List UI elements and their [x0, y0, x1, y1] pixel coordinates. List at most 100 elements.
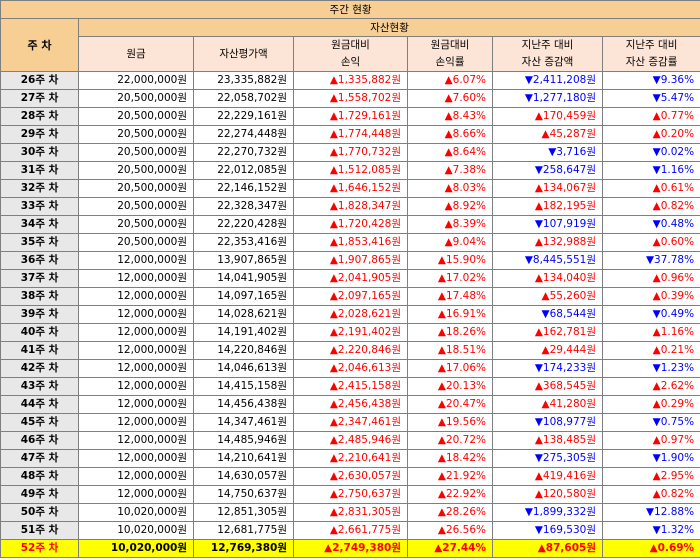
principal-cell: 20,500,000원 [78, 197, 194, 216]
principal-cell: 10,020,000원 [78, 539, 194, 558]
table-row: 49주 차 12,000,000원 14,750,637원 ▲2,750,637원 ▲2… [0, 485, 700, 504]
profit-loss-header: 원금대비 손익 [293, 36, 408, 72]
profit-rate-cell: ▲18.51% [407, 341, 493, 360]
principal-cell: 12,000,000원 [78, 251, 194, 270]
asset-value-cell: 23,335,882원 [193, 71, 294, 90]
weekly-change-cell: ▲120,580원 [492, 485, 603, 504]
week-cell: 28주 차 [0, 107, 79, 126]
principal-cell: 12,000,000원 [78, 305, 194, 324]
asset-value-header: 자산평가액 [193, 36, 294, 72]
week-cell: 49주 차 [0, 485, 79, 504]
asset-value-cell: 14,347,461원 [193, 413, 294, 432]
week-cell: 46주 차 [0, 431, 79, 450]
table-row: 50주 차 10,020,000원 12,851,305원 ▲2,831,305원 ▲2… [0, 503, 700, 522]
profit-rate-header: 원금대비 손익률 [407, 36, 493, 72]
profit-loss-cell: ▲2,220,846원 [293, 341, 408, 360]
asset-value-cell: 14,210,641원 [193, 449, 294, 468]
table-row: 47주 차 12,000,000원 14,210,641원 ▲2,210,641원 ▲1… [0, 449, 700, 468]
profit-rate-cell: ▲7.60% [407, 89, 493, 108]
table-row: 33주 차 20,500,000원 22,328,347원 ▲1,828,347원 ▲8… [0, 197, 700, 216]
weekly-change-rate-cell: ▼9.36% [601, 71, 700, 90]
principal-cell: 20,500,000원 [78, 161, 194, 180]
table-row: 48주 차 12,000,000원 14,630,057원 ▲2,630,057원 ▲2… [0, 467, 700, 486]
asset-value-cell: 14,485,946원 [193, 431, 294, 450]
asset-value-cell: 22,229,161원 [193, 107, 294, 126]
asset-value-cell: 22,058,702원 [193, 89, 294, 108]
week-cell: 38주 차 [0, 287, 79, 306]
weekly-change-cell: ▼1,899,332원 [492, 503, 603, 522]
asset-value-cell: 12,851,305원 [193, 503, 294, 522]
weekly-change-cell: ▲132,988원 [492, 233, 603, 252]
weekly-change-cell: ▲138,485원 [492, 431, 603, 450]
weekly-change-rate-cell: ▼1.32% [601, 521, 700, 540]
asset-value-cell: 13,907,865원 [193, 251, 294, 270]
weekly-change-cell: ▼2,411,208원 [492, 71, 603, 90]
profit-loss-cell: ▲1,720,428원 [293, 215, 408, 234]
weekly-change-cell: ▲45,287원 [492, 125, 603, 144]
week-cell: 32주 차 [0, 179, 79, 198]
profit-loss-cell: ▲1,335,882원 [293, 71, 408, 90]
asset-value-cell: 12,769,380원 [193, 539, 294, 558]
weekly-change-cell: ▼68,544원 [492, 305, 603, 324]
asset-value-cell: 14,041,905원 [193, 269, 294, 288]
asset-value-cell: 14,191,402원 [193, 323, 294, 342]
principal-cell: 12,000,000원 [78, 431, 194, 450]
profit-loss-cell: ▲2,028,621원 [293, 305, 408, 324]
weekly-change-cell: ▲170,459원 [492, 107, 603, 126]
weekly-change-rate-cell: ▲0.20% [601, 125, 700, 144]
principal-cell: 12,000,000원 [78, 359, 194, 378]
principal-cell: 22,000,000원 [78, 71, 194, 90]
principal-cell: 20,500,000원 [78, 125, 194, 144]
profit-rate-cell: ▲9.04% [407, 233, 493, 252]
week-cell: 30주 차 [0, 143, 79, 162]
table-row: 39주 차 12,000,000원 14,028,621원 ▲2,028,621원 ▲1… [0, 305, 700, 324]
principal-cell: 10,020,000원 [78, 521, 194, 540]
principal-cell: 12,000,000원 [78, 341, 194, 360]
weekly-change-rate-cell: ▲2.62% [601, 377, 700, 396]
week-cell: 41주 차 [0, 341, 79, 360]
asset-value-cell: 22,012,085원 [193, 161, 294, 180]
principal-cell: 20,500,000원 [78, 143, 194, 162]
profit-loss-cell: ▲2,347,461원 [293, 413, 408, 432]
table-row: 45주 차 12,000,000원 14,347,461원 ▲2,347,461원 ▲1… [0, 413, 700, 432]
weekly-change-rate-cell: ▼1.90% [601, 449, 700, 468]
profit-loss-cell: ▲2,630,057원 [293, 467, 408, 486]
table-row: 26주 차 22,000,000원 23,335,882원 ▲1,335,882원 ▲6… [0, 71, 700, 90]
profit-rate-cell: ▲17.02% [407, 269, 493, 288]
week-cell: 45주 차 [0, 413, 79, 432]
asset-value-cell: 14,028,621원 [193, 305, 294, 324]
asset-value-cell: 22,328,347원 [193, 197, 294, 216]
weekly-change-rate-cell: ▼0.49% [601, 305, 700, 324]
asset-value-cell: 22,270,732원 [193, 143, 294, 162]
profit-rate-cell: ▲17.48% [407, 287, 493, 306]
asset-value-cell: 14,630,057원 [193, 467, 294, 486]
profit-loss-cell: ▲2,041,905원 [293, 269, 408, 288]
profit-rate-cell: ▲18.26% [407, 323, 493, 342]
weekly-change-cell: ▲55,260원 [492, 287, 603, 306]
profit-loss-cell: ▲2,046,613원 [293, 359, 408, 378]
profit-rate-cell: ▲20.72% [407, 431, 493, 450]
weekly-change-cell: ▼8,445,551원 [492, 251, 603, 270]
profit-rate-cell: ▲26.56% [407, 521, 493, 540]
weekly-change-cell: ▲41,280원 [492, 395, 603, 414]
weekly-change-rate-cell: ▲0.21% [601, 341, 700, 360]
profit-loss-cell: ▲2,831,305원 [293, 503, 408, 522]
profit-rate-cell: ▲16.91% [407, 305, 493, 324]
weekly-change-header: 지난주 대비 자산 증감액 [492, 36, 603, 72]
profit-rate-cell: ▲8.39% [407, 215, 493, 234]
profit-rate-cell: ▲18.42% [407, 449, 493, 468]
table-row: 51주 차 10,020,000원 12,681,775원 ▲2,661,775원 ▲2… [0, 521, 700, 540]
table-row: 40주 차 12,000,000원 14,191,402원 ▲2,191,402원 ▲1… [0, 323, 700, 342]
weekly-change-rate-cell: ▲0.60% [601, 233, 700, 252]
asset-value-cell: 22,274,448원 [193, 125, 294, 144]
profit-rate-cell: ▲20.47% [407, 395, 493, 414]
profit-rate-cell: ▲21.92% [407, 467, 493, 486]
weekly-change-rate-cell: ▲0.82% [601, 485, 700, 504]
principal-cell: 12,000,000원 [78, 413, 194, 432]
profit-rate-cell: ▲20.13% [407, 377, 493, 396]
profit-rate-cell: ▲8.64% [407, 143, 493, 162]
week-cell: 31주 차 [0, 161, 79, 180]
profit-loss-cell: ▲1,774,448원 [293, 125, 408, 144]
table-row: 42주 차 12,000,000원 14,046,613원 ▲2,046,613원 ▲1… [0, 359, 700, 378]
